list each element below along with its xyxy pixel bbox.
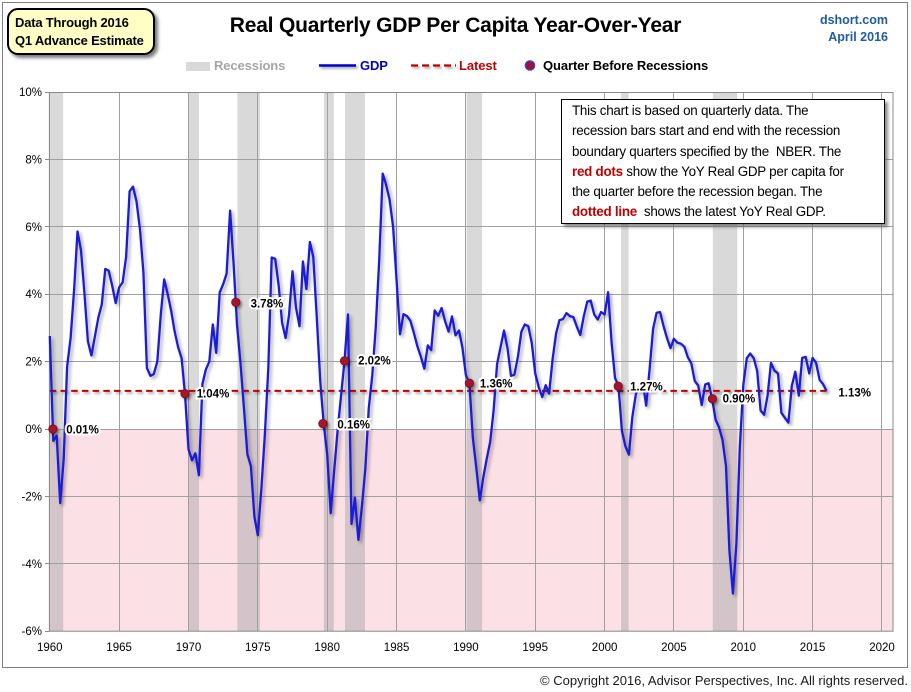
svg-text:6%: 6%	[25, 222, 42, 234]
svg-text:1.36%: 1.36%	[480, 379, 513, 391]
svg-text:0.01%: 0.01%	[66, 424, 99, 436]
svg-text:10%: 10%	[19, 87, 42, 99]
svg-text:4%: 4%	[25, 289, 42, 301]
svg-text:2005: 2005	[661, 642, 687, 654]
svg-text:0.16%: 0.16%	[337, 419, 370, 431]
svg-text:-2%: -2%	[22, 491, 42, 503]
svg-text:1960: 1960	[37, 642, 63, 654]
svg-text:3.78%: 3.78%	[251, 299, 284, 311]
svg-text:1.27%: 1.27%	[630, 382, 663, 394]
svg-text:1990: 1990	[453, 642, 479, 654]
svg-text:2%: 2%	[25, 357, 42, 369]
svg-text:1985: 1985	[384, 642, 410, 654]
svg-text:8%: 8%	[25, 154, 42, 166]
svg-text:0.90%: 0.90%	[723, 394, 756, 406]
svg-text:2010: 2010	[731, 642, 757, 654]
svg-text:2.02%: 2.02%	[358, 356, 391, 368]
svg-text:-6%: -6%	[22, 626, 42, 638]
svg-text:2020: 2020	[869, 642, 895, 654]
svg-text:0%: 0%	[25, 424, 42, 436]
svg-text:1970: 1970	[176, 642, 202, 654]
svg-text:1.04%: 1.04%	[197, 389, 230, 401]
svg-text:1995: 1995	[522, 642, 548, 654]
svg-text:1.13%: 1.13%	[838, 388, 871, 400]
svg-text:-4%: -4%	[22, 559, 42, 571]
svg-text:2000: 2000	[592, 642, 618, 654]
svg-text:1965: 1965	[106, 642, 132, 654]
svg-text:1980: 1980	[314, 642, 340, 654]
svg-text:1975: 1975	[245, 642, 271, 654]
svg-text:2015: 2015	[800, 642, 826, 654]
